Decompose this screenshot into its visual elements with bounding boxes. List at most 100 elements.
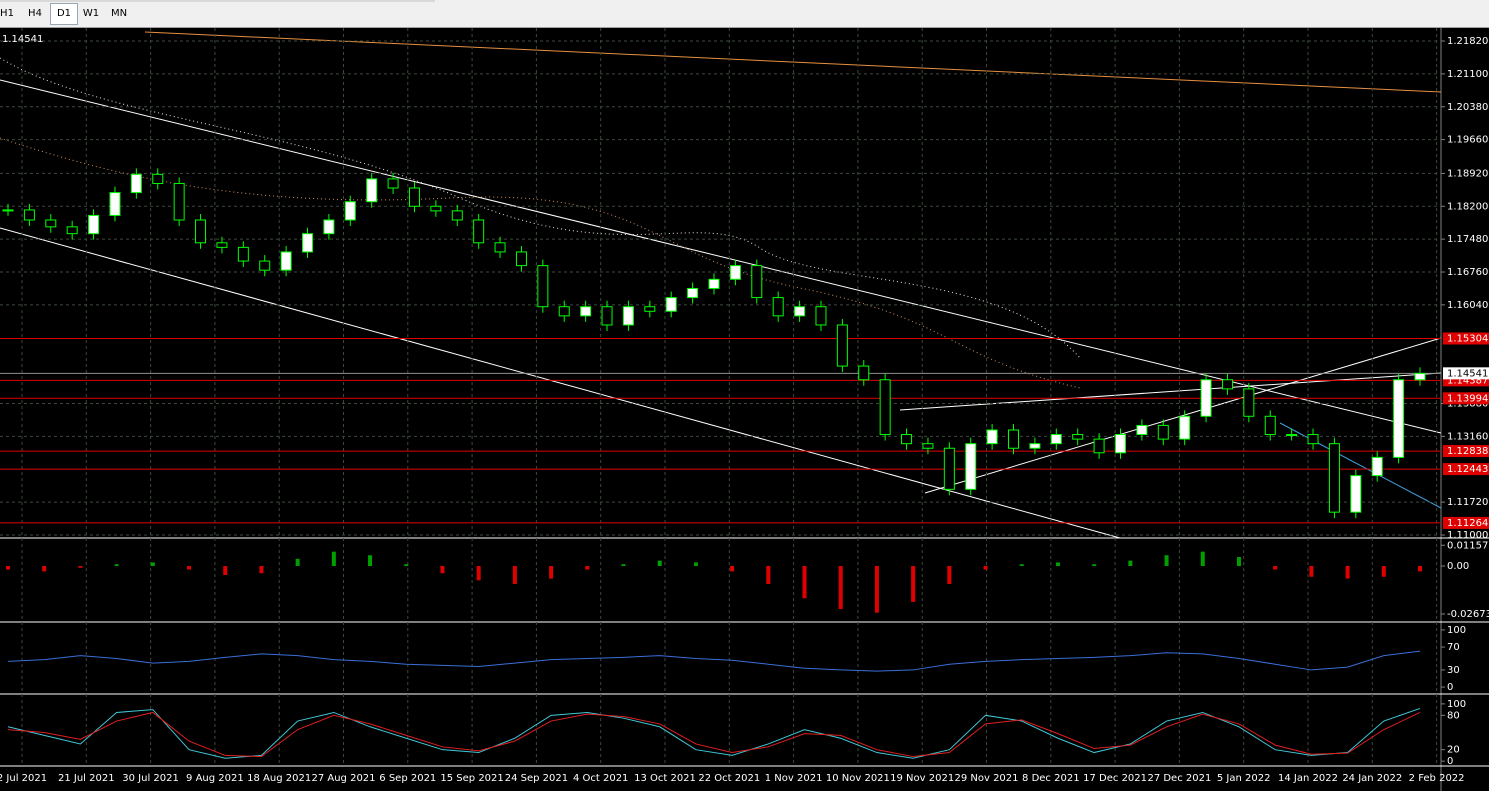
candle-body	[1243, 388, 1255, 417]
level-tag	[1443, 332, 1489, 345]
histogram-bar	[1309, 566, 1314, 577]
x-tick-label: 8 Dec 2021	[1022, 773, 1080, 784]
histogram-bar	[331, 551, 336, 567]
y-tick-label: 0	[1447, 682, 1453, 693]
candle-body	[344, 201, 356, 221]
candle-body	[1264, 415, 1276, 436]
x-tick-label: 29 Nov 2021	[954, 773, 1018, 784]
histogram-bar	[874, 566, 879, 613]
timeframe-tab[interactable]: MN	[110, 8, 128, 19]
histogram-bar	[1418, 566, 1422, 572]
y-tick-label: 1.16760	[1447, 267, 1488, 278]
candle-body	[515, 251, 527, 267]
indicator-line	[7, 711, 1421, 758]
candle-body	[216, 242, 228, 248]
current-price: 1.14541	[2, 34, 43, 45]
chart-area: 2 Jul 2021 21 Jul 2021 30 Jul 2021 9 Aug 20…	[0, 28, 1489, 791]
candle-body	[1093, 438, 1105, 454]
candle-body	[687, 287, 699, 299]
histogram-bar	[42, 566, 47, 572]
trendline	[899, 372, 1442, 411]
y-tick-label: 1.18920	[1447, 168, 1488, 179]
timeframe-tab[interactable]: H4	[28, 8, 42, 19]
candle-body	[708, 278, 720, 289]
x-tick-label: 17 Dec 2021	[1083, 773, 1147, 784]
histogram-bar	[802, 566, 807, 599]
x-tick-label: 1 Nov 2021	[765, 773, 823, 784]
x-tick-label: 9 Aug 2021	[186, 773, 244, 784]
indicator-line	[7, 650, 1421, 672]
price-tag	[1443, 367, 1489, 380]
x-tick-label: 10 Nov 2021	[826, 773, 890, 784]
x-tick-label: 21 Jul 2021	[58, 773, 115, 784]
level-tag	[1443, 392, 1489, 405]
histogram-bar	[730, 566, 735, 572]
timeframe-tab[interactable]: W1	[82, 8, 100, 19]
candle-body	[66, 226, 78, 235]
histogram-bar	[766, 566, 771, 584]
histogram-bar	[1273, 566, 1278, 570]
candle-body	[815, 306, 827, 326]
timeframe-tab[interactable]: H1	[0, 8, 14, 19]
candle-body	[622, 306, 634, 326]
candle-body	[1328, 443, 1340, 513]
y-tick-label: 1.11000	[1447, 530, 1488, 541]
candle-body	[879, 379, 891, 436]
trendline	[0, 79, 1442, 434]
candle-body	[259, 260, 271, 271]
histogram-bar	[259, 566, 264, 574]
candle-body	[1350, 475, 1362, 513]
x-tick-label: 24 Sep 2021	[505, 773, 568, 784]
candle-body	[601, 306, 613, 326]
histogram-bar	[1381, 566, 1386, 577]
histogram-bar	[585, 566, 590, 570]
histogram-bar	[947, 566, 952, 584]
histogram-bar	[983, 566, 988, 570]
histogram-bar	[549, 566, 554, 579]
histogram-bar	[440, 566, 445, 574]
candle-body	[965, 443, 977, 490]
candle-body	[473, 219, 485, 244]
candle-body	[152, 173, 164, 184]
candle-body	[1200, 379, 1212, 417]
y-tick-label: 1.21100	[1447, 69, 1488, 80]
candle-body	[323, 219, 335, 235]
candle-body	[1157, 424, 1169, 440]
candle-body	[88, 214, 100, 235]
candle-body	[1286, 434, 1298, 437]
candle-body	[451, 210, 463, 221]
level-label: 1.15304	[1447, 333, 1488, 344]
y-tick-label: 0.011571	[1447, 540, 1489, 551]
histogram-bar	[114, 564, 119, 567]
toolbar: H1 H4 D1 W1 MN	[0, 0, 1489, 28]
timeframe-tab[interactable]: D1	[50, 3, 78, 25]
y-tick-label: 20	[1447, 745, 1460, 756]
x-tick-label: 19 Nov 2021	[890, 773, 954, 784]
y-tick-label: 1.17480	[1447, 234, 1488, 245]
histogram-bar	[1019, 564, 1024, 567]
histogram-bar	[838, 566, 843, 610]
candle-body	[986, 429, 998, 445]
y-tick-label: 1.13160	[1447, 431, 1488, 442]
x-tick-label: 18 Aug 2021	[247, 773, 311, 784]
histogram-bar	[1128, 560, 1133, 567]
y-tick-label: 1.20380	[1447, 102, 1488, 113]
candle-body	[130, 173, 142, 194]
level-label: 1.11264	[1447, 518, 1488, 529]
candle-body	[665, 297, 677, 312]
x-tick-label: 27 Dec 2021	[1147, 773, 1211, 784]
candle-body	[1136, 424, 1148, 436]
level-tag	[1443, 445, 1489, 458]
histogram-bar	[187, 566, 192, 570]
y-tick-label: 30	[1447, 665, 1460, 676]
y-tick-label: 1.21820	[1447, 36, 1488, 47]
candle-body	[173, 182, 185, 221]
candle-body	[23, 209, 35, 221]
candle-body	[1114, 434, 1126, 454]
histogram-bar	[1345, 566, 1350, 579]
candle-body	[751, 265, 763, 299]
histogram-bar	[6, 566, 10, 570]
histogram-bar	[693, 562, 698, 567]
histogram-bar	[150, 562, 155, 567]
level-label: 1.12443	[1447, 464, 1488, 475]
